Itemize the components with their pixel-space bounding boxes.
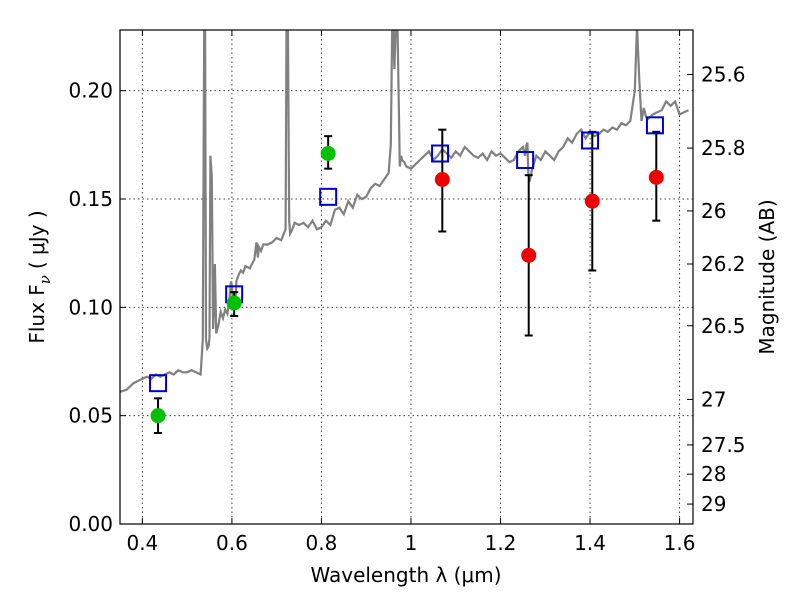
green-circle-marker: [320, 146, 336, 161]
y2-tick-label: 26.2: [701, 252, 746, 276]
y2-tick-label: 27: [701, 387, 726, 411]
y2-tick-label: 26.5: [701, 314, 746, 338]
model-square-marker: [431, 144, 450, 163]
model-square-marker: [516, 151, 535, 169]
green-circle-marker: [150, 408, 166, 424]
y-tick-label: 0.10: [68, 295, 113, 319]
y2-tick-label: 28: [701, 462, 726, 486]
x-tick-label: 0.4: [126, 531, 158, 555]
x-axis-label: Wavelength λ (μm): [310, 563, 501, 587]
y2-tick-label: 26: [701, 199, 726, 223]
y-tick-label: 0.05: [68, 404, 113, 428]
model-square-marker: [581, 131, 600, 150]
red-circle-marker: [521, 247, 537, 263]
axis-ticks: 0.4 0.6 0.8 1 1.2 1.4 1.6 0.00 0.05 0.10 0.15 0.20 2…: [68, 30, 746, 555]
green-circle-marker: [226, 295, 242, 311]
x-tick-label: 0.6: [216, 531, 248, 555]
x-tick-label: 1.4: [574, 531, 606, 555]
x-tick-label: 0.8: [306, 531, 338, 555]
y-axis-label: Flux Fν ( μJy ): [25, 210, 54, 343]
spectrum-line: [120, 30, 689, 393]
y-axis-label-subscript: ν: [36, 275, 54, 284]
model-square-marker: [645, 116, 664, 135]
y-axis-label-main: Flux F: [25, 284, 49, 343]
red-circle-marker: [434, 172, 450, 187]
red-circle-marker: [648, 169, 664, 185]
plot-frame: [119, 29, 694, 525]
y-axis-label-units: ( μJy ): [25, 210, 49, 269]
x-tick-label: 1.6: [664, 531, 696, 555]
y-tick-label: 0.00: [68, 512, 113, 536]
model-square-marker: [149, 374, 168, 393]
x-tick-label: 1: [405, 531, 418, 555]
x-tick-label: 1.2: [485, 531, 517, 555]
spectrum-series: [120, 30, 689, 393]
y-tick-label: 0.20: [68, 79, 113, 103]
red-circle-marker: [584, 193, 600, 209]
y2-tick-label: 25.6: [701, 62, 746, 86]
y-tick-label: 0.15: [68, 187, 113, 211]
y2-tick-label: 27.5: [701, 433, 746, 457]
data-markers: [149, 116, 664, 424]
y2-tick-label: 29: [701, 492, 726, 516]
model-square-marker: [319, 187, 338, 206]
y2-tick-label: 25.8: [701, 136, 746, 160]
y2-axis-label: Magnitude (AB): [755, 199, 779, 354]
